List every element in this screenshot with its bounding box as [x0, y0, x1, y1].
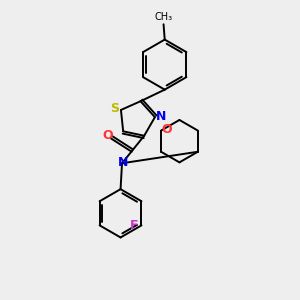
- Text: O: O: [102, 129, 112, 142]
- Text: O: O: [162, 124, 172, 136]
- Text: CH₃: CH₃: [154, 12, 172, 22]
- Text: N: N: [156, 110, 166, 123]
- Text: F: F: [130, 220, 138, 232]
- Text: S: S: [110, 102, 119, 115]
- Text: N: N: [117, 156, 128, 169]
